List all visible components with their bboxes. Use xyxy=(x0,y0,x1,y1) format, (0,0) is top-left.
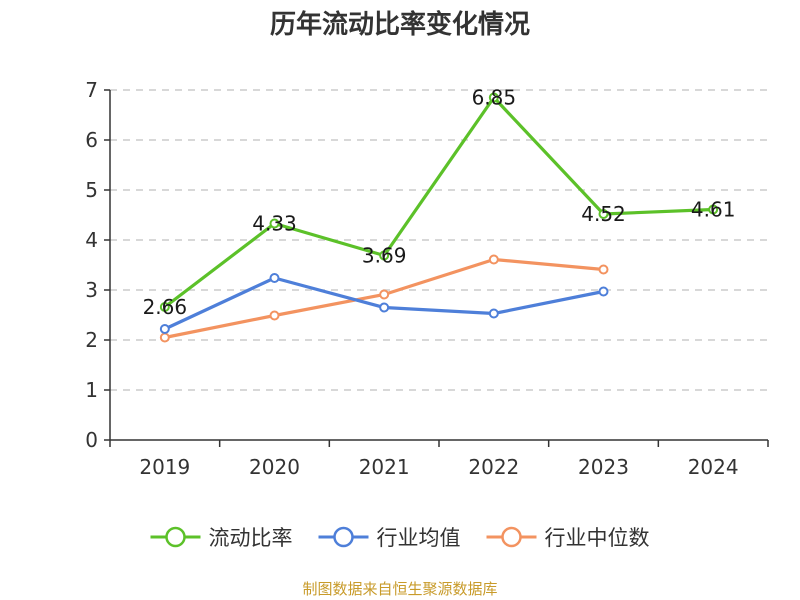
x-tick-label: 2020 xyxy=(249,455,300,479)
data-label: 4.52 xyxy=(581,202,626,226)
data-point xyxy=(269,310,280,321)
data-point xyxy=(159,332,170,343)
y-tick-label: 7 xyxy=(85,78,98,102)
legend-marker xyxy=(165,526,186,548)
data-point xyxy=(488,254,499,265)
x-tick-label: 2022 xyxy=(468,455,519,479)
data-label: 4.33 xyxy=(252,212,297,236)
chart-title: 历年流动比率变化情况 xyxy=(269,10,530,40)
legend-marker xyxy=(501,526,522,548)
data-point xyxy=(379,302,390,313)
x-tick-label: 2024 xyxy=(688,455,739,479)
series-line xyxy=(163,95,714,309)
y-tick-label: 6 xyxy=(85,128,98,152)
x-tick-label: 2019 xyxy=(139,455,190,479)
data-labels: 2.66 4.33 3.69 6.85 4.52 4.61 xyxy=(143,86,736,320)
y-tick-label: 0 xyxy=(85,428,98,452)
source-note: 制图数据来自恒生聚源数据库 xyxy=(302,580,498,598)
data-point xyxy=(598,264,609,275)
data-point xyxy=(379,289,390,300)
legend-item[interactable]: 流动比率 xyxy=(150,526,293,550)
data-point xyxy=(269,273,280,283)
legend-item[interactable]: 行业均值 xyxy=(318,526,461,550)
data-point xyxy=(269,218,280,229)
legend-label: 行业均值 xyxy=(377,526,461,550)
data-point xyxy=(488,308,499,319)
data-point xyxy=(488,92,499,103)
data-label: 3.69 xyxy=(362,244,407,268)
legend-item[interactable]: 行业中位数 xyxy=(486,526,650,550)
legend-label: 流动比率 xyxy=(209,526,293,550)
data-point xyxy=(708,204,719,215)
legend-marker xyxy=(333,526,354,548)
y-tick-label: 1 xyxy=(85,378,98,402)
y-tick-label: 5 xyxy=(85,178,98,202)
series-lines xyxy=(159,92,719,343)
legend-label: 行业中位数 xyxy=(545,526,650,550)
data-point xyxy=(598,286,609,297)
axes: 0 1 2 3 4 5 6 7 2019 2020 2021 2022 2023 2024 xyxy=(85,78,769,479)
data-label: 2.66 xyxy=(143,295,188,319)
y-tick-label: 3 xyxy=(85,278,98,302)
data-point xyxy=(159,324,170,334)
data-label: 6.85 xyxy=(472,86,517,110)
data-point xyxy=(379,250,390,261)
x-tick-label: 2021 xyxy=(359,455,410,479)
x-tick-label: 2023 xyxy=(578,455,629,479)
y-tick-label: 2 xyxy=(85,328,98,352)
y-tick-label: 4 xyxy=(85,228,98,252)
data-point xyxy=(159,302,170,312)
data-point xyxy=(598,209,609,219)
grid-lines xyxy=(110,89,768,391)
data-label: 4.61 xyxy=(691,198,736,222)
legend[interactable]: 流动比率 行业均值 行业中位数 xyxy=(150,526,650,550)
